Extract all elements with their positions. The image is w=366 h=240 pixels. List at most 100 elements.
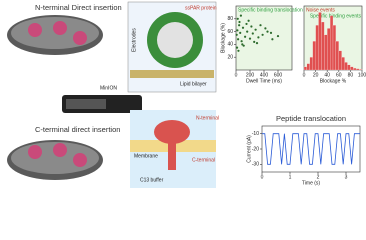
point — [239, 31, 242, 34]
electrodes-label: Electrodes — [131, 28, 137, 52]
buffer-label: C13 buffer — [140, 177, 164, 183]
x-tick-label: 0 — [303, 72, 306, 78]
point — [246, 30, 249, 33]
point — [239, 14, 242, 17]
plot-area — [235, 5, 293, 71]
plot-area — [261, 125, 361, 173]
y-tick-label: -10 — [252, 131, 259, 137]
x-tick-label: 80 — [348, 72, 354, 78]
point — [244, 35, 247, 38]
point — [266, 30, 269, 33]
point — [261, 33, 264, 36]
point — [238, 20, 241, 24]
point — [259, 24, 262, 27]
x-tick-label: 0 — [261, 174, 264, 180]
minion-window — [66, 99, 106, 109]
pore-array-bottom — [7, 140, 103, 180]
point — [240, 40, 243, 43]
hist-bar — [332, 25, 336, 71]
membrane-diagram — [130, 110, 216, 188]
point — [254, 28, 257, 31]
point — [251, 32, 254, 35]
hist-bar — [344, 62, 348, 71]
point — [245, 22, 248, 26]
membrane-label: Membrane — [134, 153, 158, 159]
point — [235, 46, 239, 49]
point — [250, 25, 253, 28]
n-insert-label: N-terminal Direct insertion — [35, 3, 122, 12]
y-tick-label: -20 — [252, 146, 259, 152]
x-tick-label: 600 — [274, 72, 283, 78]
point — [237, 49, 240, 52]
sspar-label: ssPAR protein — [185, 5, 217, 11]
chart-title: Peptide translocation — [276, 114, 346, 123]
c-insert-label: C-terminal direct insertion — [35, 125, 120, 134]
hist-bar — [356, 68, 360, 71]
hist-bar — [359, 69, 363, 71]
x-tick-label: 40 — [324, 72, 330, 78]
point — [241, 43, 244, 46]
hist-bar — [312, 41, 316, 71]
hist-bar — [309, 57, 313, 71]
x-tick-label: 1 — [289, 174, 292, 180]
hist-bar — [347, 64, 351, 71]
trace — [262, 133, 360, 165]
point — [253, 40, 256, 43]
nterm-label: N-terminal — [196, 115, 219, 121]
y-tick-label: -30 — [252, 162, 259, 168]
point — [236, 29, 239, 32]
point — [269, 31, 273, 34]
point — [264, 27, 267, 30]
figure: N-terminal Direct insertion MinION C-ter… — [7, 1, 366, 188]
x-tick-label: 200 — [246, 72, 255, 78]
y-tick-label: 40 — [227, 42, 233, 48]
point — [236, 17, 239, 20]
minion-label: MinION — [100, 85, 117, 91]
point — [241, 26, 245, 29]
hist-bar — [327, 28, 331, 71]
hist-bar — [341, 57, 345, 71]
hist-bar — [335, 41, 339, 71]
x-axis-label: Blockage % — [320, 78, 347, 84]
annotation: Specific binding translocation — [238, 7, 303, 13]
x-axis-label: Dwell Time (ms) — [246, 78, 282, 84]
point — [248, 37, 252, 40]
hist-bar — [338, 50, 342, 71]
hist-bar — [350, 66, 354, 71]
x-tick-label: 60 — [336, 72, 342, 78]
y-tick-label: 20 — [227, 55, 233, 61]
hist-bar — [353, 67, 357, 71]
hist-bar — [330, 15, 334, 71]
hist-bar — [321, 21, 325, 71]
annotation: Noise events — [306, 7, 335, 13]
y-axis-label: Current (pA) — [246, 135, 252, 163]
point — [247, 19, 250, 22]
point — [271, 38, 274, 41]
x-tick-label: 100 — [358, 72, 366, 78]
point — [238, 24, 241, 27]
electrode-diagram — [127, 1, 217, 93]
point — [235, 33, 238, 36]
y-axis-label: Blockage (%) — [220, 23, 226, 53]
point — [276, 34, 280, 38]
hist-bar — [306, 63, 310, 71]
x-tick-label: 3 — [345, 174, 348, 180]
hist-bar — [303, 66, 307, 71]
cterm-label: C-terminal — [192, 157, 215, 163]
x-tick-label: 0 — [235, 72, 238, 78]
hist-bar — [318, 12, 322, 71]
pore-array-top — [7, 15, 103, 55]
y-tick-label: 80 — [227, 16, 233, 22]
point — [242, 44, 245, 47]
point — [237, 38, 240, 41]
point — [255, 42, 259, 45]
x-tick-label: 20 — [313, 72, 319, 78]
x-axis-label: Time (s) — [302, 180, 320, 186]
annotation: Specific binding events — [310, 13, 362, 19]
y-tick-label: 60 — [227, 29, 233, 35]
lipid-label: Lipid bilayer — [180, 81, 207, 87]
hist-bar — [315, 25, 319, 71]
point — [257, 36, 260, 39]
x-tick-label: 2 — [317, 174, 320, 180]
x-tick-label: 400 — [260, 72, 269, 78]
